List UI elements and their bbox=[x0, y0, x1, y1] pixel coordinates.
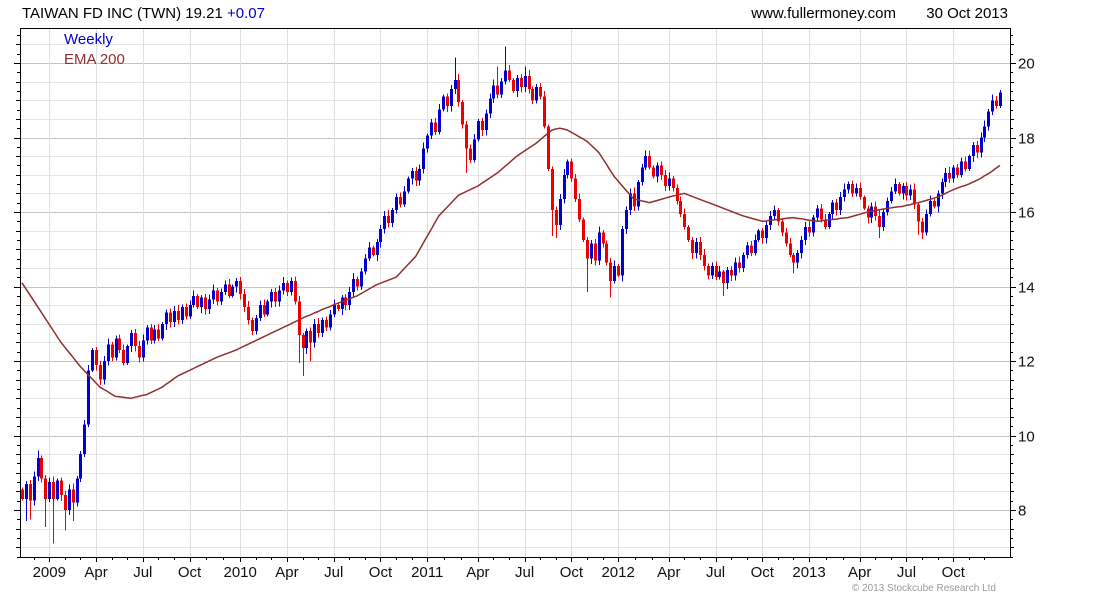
svg-text:Oct: Oct bbox=[751, 564, 775, 581]
svg-text:2010: 2010 bbox=[224, 564, 257, 581]
svg-text:Jul: Jul bbox=[706, 564, 725, 581]
svg-text:Oct: Oct bbox=[178, 564, 202, 581]
svg-text:Oct: Oct bbox=[560, 564, 584, 581]
svg-text:2013: 2013 bbox=[792, 564, 825, 581]
legend-ema-label: EMA 200 bbox=[64, 51, 125, 68]
svg-text:Apr: Apr bbox=[657, 564, 680, 581]
svg-text:18: 18 bbox=[1018, 131, 1035, 148]
legend-series-label: Weekly bbox=[64, 31, 113, 48]
price-change: +0.07 bbox=[227, 5, 265, 22]
svg-text:Oct: Oct bbox=[369, 564, 393, 581]
svg-text:Oct: Oct bbox=[942, 564, 966, 581]
svg-text:12: 12 bbox=[1018, 354, 1035, 371]
svg-text:Apr: Apr bbox=[84, 564, 107, 581]
svg-text:2009: 2009 bbox=[33, 564, 66, 581]
svg-text:8: 8 bbox=[1018, 503, 1026, 520]
chart-date: 30 Oct 2013 bbox=[926, 5, 1008, 22]
svg-text:2012: 2012 bbox=[601, 564, 634, 581]
svg-text:Jul: Jul bbox=[324, 564, 343, 581]
svg-text:2011: 2011 bbox=[411, 564, 443, 581]
website-label: www.fullermoney.com bbox=[751, 5, 896, 22]
header-bar: TAIWAN FD INC (TWN) 19.21 +0.07 www.full… bbox=[0, 0, 1100, 26]
svg-text:Apr: Apr bbox=[848, 564, 871, 581]
svg-text:10: 10 bbox=[1018, 429, 1035, 446]
instrument-name-price: TAIWAN FD INC (TWN) 19.21 bbox=[22, 5, 223, 22]
svg-text:20: 20 bbox=[1018, 56, 1035, 73]
svg-text:Apr: Apr bbox=[275, 564, 298, 581]
svg-text:Jul: Jul bbox=[515, 564, 534, 581]
svg-text:14: 14 bbox=[1018, 280, 1035, 297]
svg-text:16: 16 bbox=[1018, 205, 1035, 222]
svg-text:Jul: Jul bbox=[897, 564, 916, 581]
svg-text:Apr: Apr bbox=[466, 564, 489, 581]
instrument-title: TAIWAN FD INC (TWN) 19.21 +0.07 bbox=[22, 5, 265, 22]
svg-text:Jul: Jul bbox=[133, 564, 152, 581]
copyright-notice: © 2013 Stockcube Research Ltd bbox=[851, 583, 996, 594]
